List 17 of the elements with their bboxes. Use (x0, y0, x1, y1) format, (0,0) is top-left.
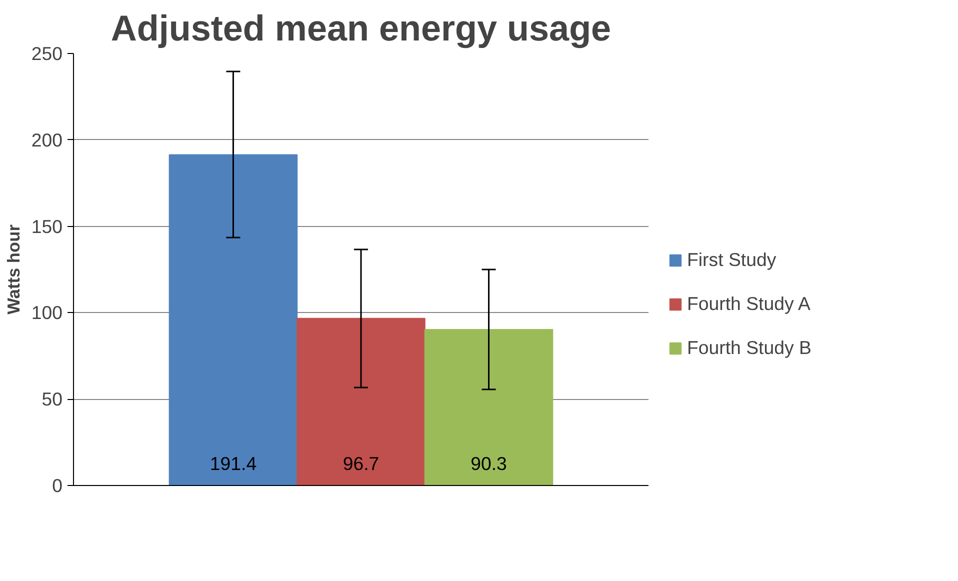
y-tick-label: 250 (31, 43, 63, 64)
legend-label: Fourth Study A (687, 293, 810, 315)
y-tick-label: 150 (31, 216, 63, 237)
bar (168, 154, 298, 486)
y-tick-label: 0 (52, 475, 63, 496)
bar (424, 328, 554, 486)
data-label: 90.3 (470, 453, 507, 474)
legend-label: First Study (687, 249, 776, 271)
data-label: 191.4 (210, 453, 257, 474)
y-axis-title: Watts hour (3, 224, 24, 314)
bar (296, 318, 426, 486)
data-label: 96.7 (342, 453, 380, 474)
y-tick-label: 50 (42, 388, 63, 410)
chart-title: Adjusted mean energy usage (110, 8, 612, 48)
y-tick-label: 200 (31, 129, 63, 150)
y-tick-label: 100 (31, 302, 63, 324)
legend-label: Fourth Study B (687, 337, 812, 359)
